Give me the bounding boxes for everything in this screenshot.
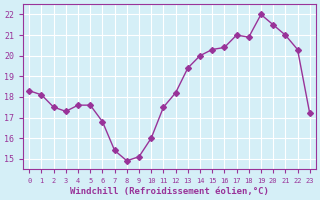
X-axis label: Windchill (Refroidissement éolien,°C): Windchill (Refroidissement éolien,°C) [70,187,269,196]
